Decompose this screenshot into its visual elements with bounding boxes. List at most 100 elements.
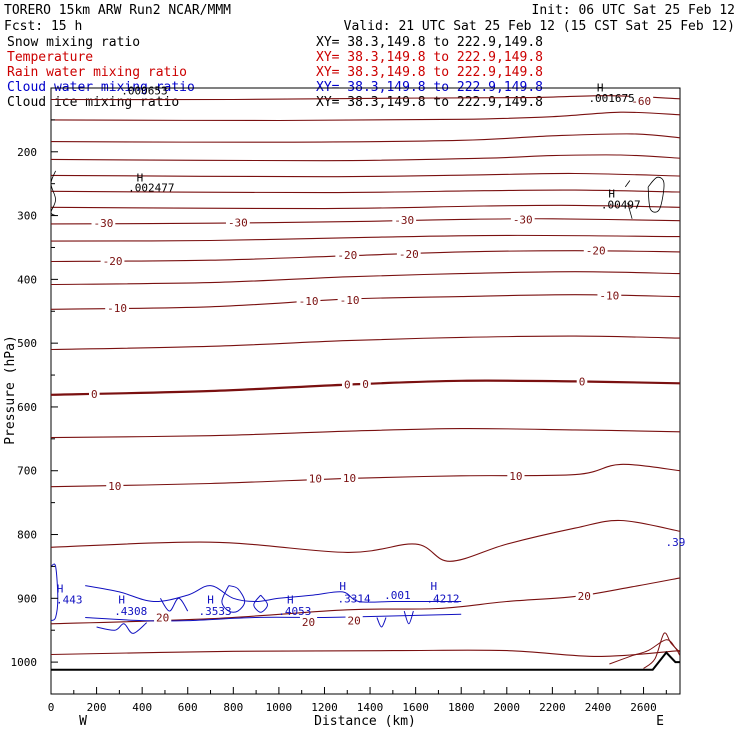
temperature-contour-18 (51, 649, 680, 657)
contour-label-21: 20 (578, 590, 591, 603)
contour-label-10: -10 (299, 295, 319, 308)
contour-label-17: 10 (108, 480, 121, 493)
contour-label-13: 0 (91, 388, 98, 401)
temperature-contour-4 (51, 172, 680, 178)
temperature-contour-14 (51, 428, 680, 439)
contour-label-bg (296, 295, 321, 308)
temperature-contour-12 (51, 335, 680, 351)
x-tick-label: 1000 (266, 701, 293, 714)
x-tick-label: 1800 (448, 701, 475, 714)
contour-label-6: -20 (337, 249, 357, 262)
contour-label-2: -30 (228, 217, 248, 230)
contour-label-bg (337, 293, 362, 306)
contour-label-bg (335, 249, 360, 262)
cloud-ice-contour-2 (627, 202, 633, 219)
high-marker-25: H (137, 171, 144, 184)
contour-label-bg (507, 469, 525, 482)
contour-label-30: .001675 (588, 92, 634, 105)
contour-label-24: 20 (347, 615, 360, 628)
header-forecast: Fcst: 15 h (4, 19, 82, 34)
contour-label-bg (154, 611, 172, 624)
high-marker-43: H (431, 580, 438, 593)
contour-label-37: .3533 (199, 605, 232, 618)
legend-label-cloud-ice: Cloud ice mixing ratio (7, 95, 179, 110)
x-tick-label: 800 (223, 701, 243, 714)
high-marker-34: H (118, 594, 125, 607)
contour-label-39: .4053 (278, 605, 311, 618)
contour-clip-group (51, 95, 680, 671)
x-tick-label: 400 (132, 701, 152, 714)
label-layer: -60 -30 -30 -30 -30 -20 -20 -20 -20 -10 -10 -10 -10 0… (56, 81, 685, 629)
temperature-contour-2 (51, 133, 680, 143)
contour-label-bg (345, 614, 363, 627)
contour-label-16: 0 (579, 375, 586, 388)
west-label: W (79, 714, 87, 729)
x-tick-label: 1200 (311, 701, 338, 714)
contour-label-20: 10 (509, 470, 522, 483)
contour-label-4: -30 (513, 213, 533, 226)
x-tick-label: 200 (87, 701, 107, 714)
temperature-contour-0 (51, 95, 680, 101)
temperature-contour-5 (51, 189, 680, 194)
y-tick-label: 500 (17, 337, 37, 350)
x-axis-label: Distance (km) (314, 714, 416, 729)
contour-label-45: .39 (666, 536, 686, 549)
contour-label-31: .000653 (121, 85, 167, 98)
y-tick-label: 300 (17, 210, 37, 223)
contour-label-bg (106, 480, 124, 493)
contour-label-23: 20 (302, 616, 315, 629)
temperature-contour-6 (51, 204, 680, 210)
y-tick-label: 600 (17, 401, 37, 414)
temperature-contour-15 (51, 463, 680, 488)
contour-label-bg (576, 375, 588, 388)
contour-label-bg (575, 589, 593, 602)
ground-surface-line (51, 650, 680, 671)
legend-label-temperature: Temperature (7, 50, 93, 65)
cloud-water-contour-3 (96, 622, 148, 634)
y-tick-label: 1000 (11, 656, 38, 669)
header-init: Init: 06 UTC Sat 25 Feb 12 (532, 3, 736, 18)
contour-label-5: -20 (103, 255, 123, 268)
contour-label-bg (91, 217, 116, 230)
x-tick-label: 2200 (539, 701, 566, 714)
contour-label-bg (510, 213, 535, 226)
legend-label-rain: Rain water mixing ratio (7, 65, 187, 80)
high-marker-40: H (339, 580, 346, 593)
cloud-water-contour-5 (221, 585, 246, 613)
cloud-water-contour-7 (376, 617, 387, 628)
header-valid: Valid: 21 UTC Sat 25 Feb 12 (15 CST Sat … (344, 19, 735, 34)
contour-label-19: 10 (343, 472, 356, 485)
high-marker-27: H (608, 187, 615, 200)
y-tick-label: 900 (17, 592, 37, 605)
contour-label-15: 0 (362, 378, 369, 391)
contour-label-26: .002477 (128, 182, 174, 195)
contour-label-18: 10 (309, 472, 322, 485)
y-tick-label: 700 (17, 465, 37, 478)
contour-label-12: -10 (599, 289, 619, 302)
temperature-contour-3 (51, 154, 680, 162)
contour-label-3: -30 (394, 214, 414, 227)
contour-label-1: -30 (93, 217, 113, 230)
contour-label-bg (360, 377, 371, 390)
cloud-ice-contour-0 (51, 170, 57, 216)
cloud-water-contour-6 (253, 594, 269, 613)
x-tick-label: 0 (48, 701, 55, 714)
contour-label-9: -10 (107, 302, 127, 315)
temperature-contour-11 (51, 294, 680, 310)
contour-label-bg (597, 289, 622, 302)
contour-label-41: .3314 (338, 592, 371, 605)
x-tick-label: 2400 (585, 701, 612, 714)
cloud-ice-contour-1 (647, 176, 665, 213)
temperature-contour-9 (51, 250, 680, 263)
legend-xy-rain: XY= 38.3,149.8 to 222.9,149.8 (316, 65, 543, 80)
contour-label-bg (583, 244, 608, 257)
contour-label-bg (340, 471, 359, 484)
contour-label-bg (341, 378, 353, 391)
contour-label-bg (100, 254, 125, 267)
cloud-water-contour-4 (159, 597, 189, 612)
contour-label-35: .4308 (114, 605, 147, 618)
contour-label-bg (396, 247, 421, 260)
y-axis-label: Pressure (hPa) (3, 335, 18, 445)
contour-label-0: -60 (631, 95, 651, 108)
